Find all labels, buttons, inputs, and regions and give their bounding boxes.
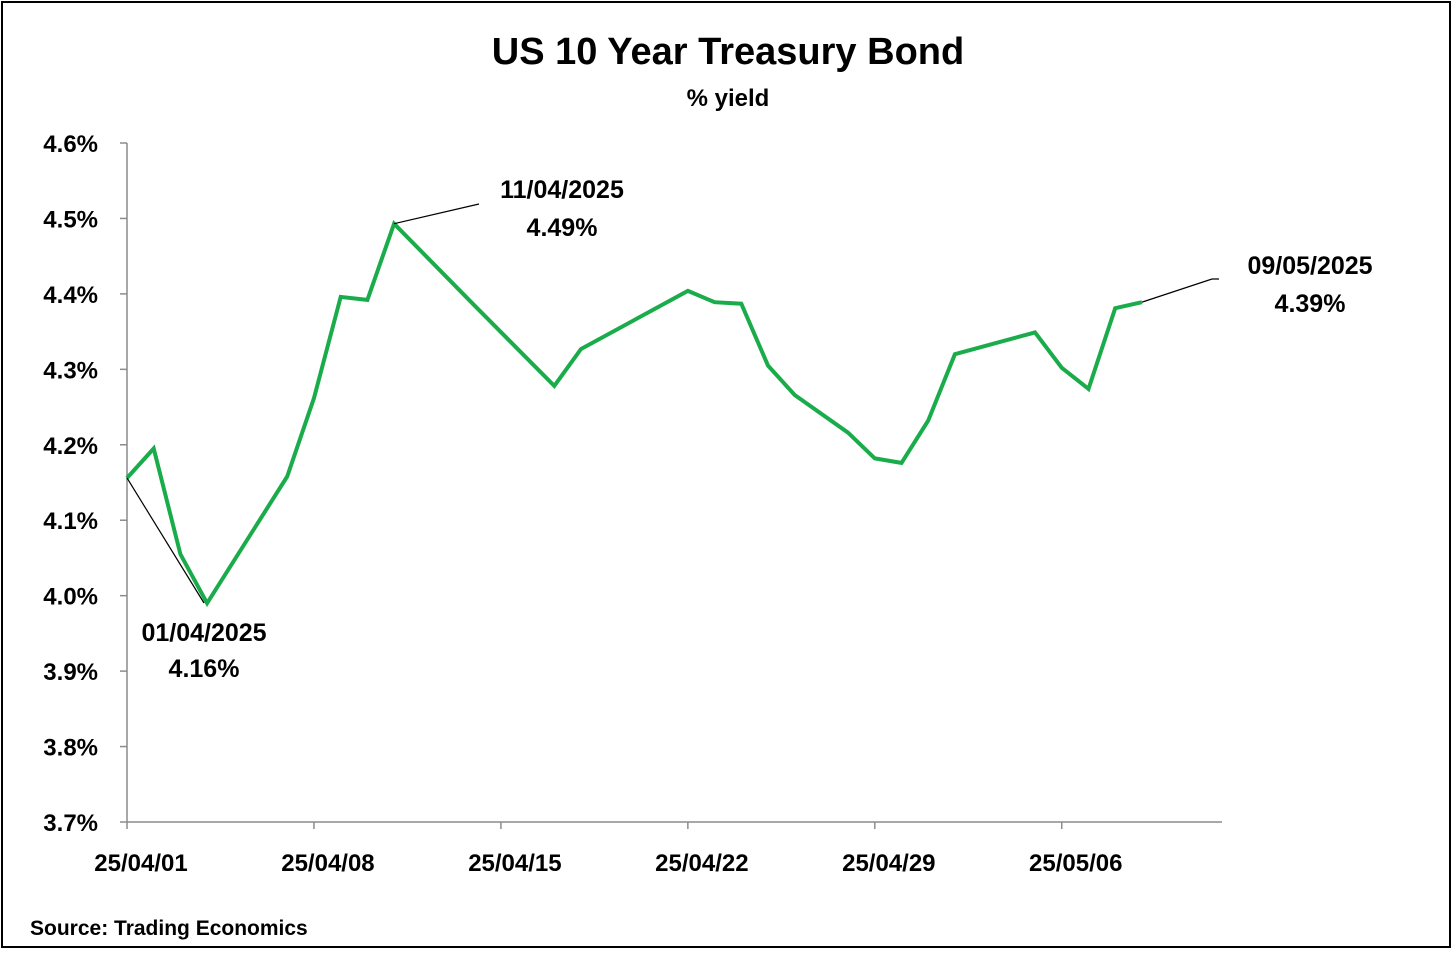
y-tick-label: 3.9% [43,659,98,686]
chart-subtitle: % yield [687,85,770,112]
annotation-leader-line [1141,278,1219,303]
series-layer [125,220,1143,608]
y-tick-label: 4.4% [43,282,98,309]
y-tick-label: 4.0% [43,584,98,611]
source-note: Source: Trading Economics [30,917,308,940]
x-tick-label: 25/04/08 [281,850,374,877]
axes: 3.7% 3.8% 3.9% 4.0% 4.1% 4.2% 4.3% 4.4% 4.5% 4.6%… [43,131,1222,877]
y-tick-label: 4.2% [43,433,98,460]
y-tick-label: 4.5% [43,206,98,233]
annotation-date: 09/05/2025 [1247,252,1372,280]
series-line [125,220,1143,608]
y-tick-label: 4.1% [43,508,98,535]
annotation-date: 11/04/2025 [500,176,624,204]
annotation-value: 4.39% [1275,290,1346,318]
annotation-value: 4.49% [527,214,598,242]
annotation-date: 01/04/2025 [141,619,266,647]
x-tick-label: 25/05/06 [1029,850,1122,877]
y-tick-label: 3.7% [43,810,98,837]
chart-title: US 10 Year Treasury Bond [492,31,964,73]
y-tick-label: 4.6% [43,131,98,158]
y-tick-label: 4.3% [43,357,98,384]
x-tick-label: 25/04/01 [94,850,187,877]
annotation-leader-line [126,477,205,604]
annotations-layer: 01/04/2025 4.16% 11/04/2025 4.49% 09/05/2025… [126,176,1373,683]
x-tick-label: 25/04/22 [655,850,748,877]
y-tick-label: 3.8% [43,735,98,762]
annotation-leader-line [393,203,480,225]
annotation-value: 4.16% [169,655,240,683]
x-tick-label: 25/04/15 [468,850,561,877]
x-tick-label: 25/04/29 [842,850,935,877]
